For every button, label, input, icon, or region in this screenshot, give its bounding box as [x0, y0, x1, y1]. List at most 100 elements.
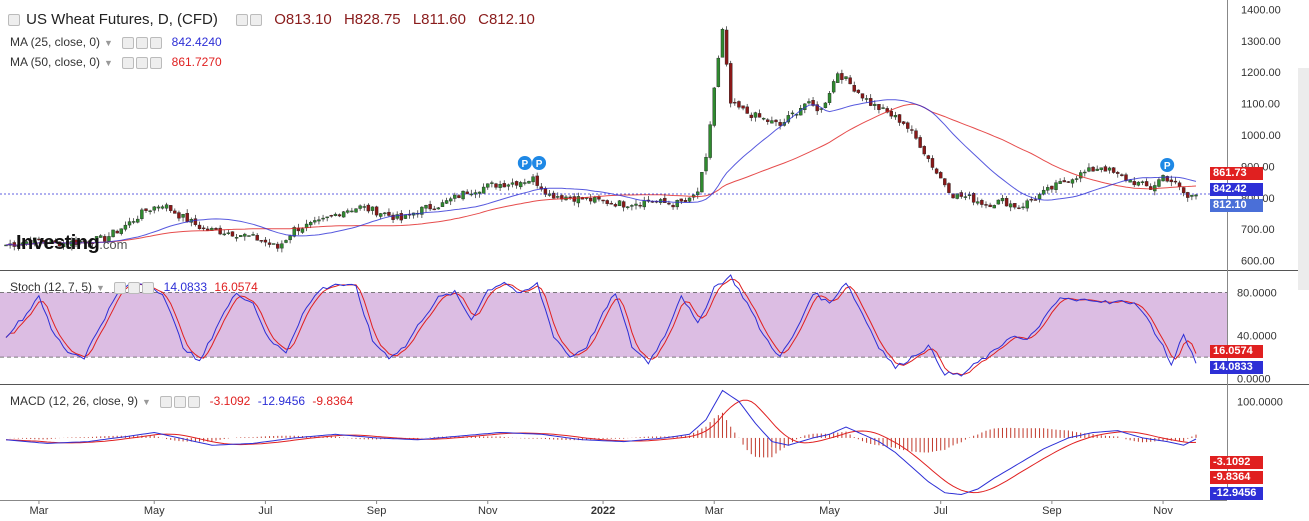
candle-body: [379, 213, 383, 217]
ma25-price-tag: 842.42: [1210, 183, 1263, 196]
candle-body: [1025, 200, 1029, 209]
eye-icon[interactable]: [122, 56, 135, 69]
candle-body: [234, 237, 239, 239]
candle-body: [428, 204, 432, 210]
macd-line: [5, 389, 1197, 496]
candle-body: [1186, 192, 1190, 198]
candle-body: [856, 89, 861, 93]
candle-body: [395, 214, 399, 219]
candle-body: [449, 198, 453, 202]
candle-body: [247, 235, 251, 237]
candle-body: [57, 241, 62, 247]
event-marker-label: P: [521, 159, 528, 170]
price-tick-label: 1100.00: [1241, 99, 1280, 111]
candle-body: [852, 85, 856, 92]
candle-body: [74, 239, 78, 245]
candle-body: [613, 204, 618, 207]
time-tick-label: Nov: [1153, 505, 1173, 517]
candle-body: [572, 196, 576, 202]
eye-icon[interactable]: [114, 281, 127, 294]
candle-body: [1054, 182, 1058, 190]
close-icon[interactable]: [150, 36, 163, 49]
candle-body: [527, 181, 531, 184]
chevron-down-icon[interactable]: ▼: [104, 57, 113, 68]
candle-body: [1070, 179, 1075, 184]
candle-body: [387, 211, 391, 216]
candle-body: [823, 102, 828, 108]
candle-body: [539, 186, 543, 190]
candle-body: [1177, 182, 1182, 187]
candle-body: [1091, 166, 1095, 172]
candle-body: [300, 228, 305, 233]
candle-body: [704, 157, 708, 172]
candle-body: [844, 76, 848, 79]
candle-body: [1074, 178, 1079, 180]
candle-body: [453, 194, 457, 199]
macd-signal-value: -12.9456: [257, 394, 306, 408]
time-tick-label: May: [819, 505, 840, 517]
close-icon[interactable]: [142, 281, 155, 294]
candle-body: [201, 227, 206, 230]
candle-body: [424, 205, 428, 209]
candle-body: [214, 228, 218, 230]
candles-group: [4, 26, 1198, 253]
stoch-d-tag: 16.0574: [1210, 345, 1263, 358]
eye-icon[interactable]: [160, 395, 173, 408]
candle-body: [82, 240, 86, 243]
event-marker-p: [1160, 158, 1175, 172]
last-price-tag: 812.10: [1210, 199, 1263, 212]
candle-body: [354, 208, 358, 213]
candle-body: [601, 199, 605, 202]
candle-body: [144, 208, 148, 211]
macd-histogram-group: [9, 412, 1197, 458]
candle-body: [222, 233, 226, 236]
stoch-legend: Stoch (12, 7, 5) ▼ 14.0833 16.0574: [10, 280, 258, 294]
chevron-down-icon[interactable]: ▼: [142, 396, 151, 407]
ohlc-low: L811.60: [412, 11, 466, 28]
candle-body: [1116, 172, 1120, 174]
candle-body: [514, 181, 519, 186]
collapse-icon[interactable]: [8, 14, 20, 27]
candle-body: [757, 113, 762, 118]
candle-body: [288, 235, 292, 241]
ohlc-open: O813.10: [274, 11, 332, 28]
candle-body: [630, 205, 634, 207]
candle-body: [1165, 176, 1169, 182]
candle-body: [181, 214, 185, 218]
settings-icon[interactable]: [128, 281, 141, 294]
stoch-k-tag: 14.0833: [1210, 361, 1263, 374]
candle-body: [741, 105, 745, 109]
candle-body: [440, 202, 445, 207]
candle-body: [811, 100, 815, 106]
settings-icon[interactable]: [174, 395, 187, 408]
candle-body: [37, 238, 41, 241]
candle-body: [947, 183, 951, 193]
price-tick-label: 1200.00: [1241, 67, 1281, 79]
candle-body: [831, 81, 836, 93]
eye-icon[interactable]: [236, 14, 249, 27]
scrollbar: [1298, 68, 1309, 290]
candle-body: [910, 129, 914, 131]
candle-body: [41, 240, 45, 242]
candle-body: [724, 29, 729, 65]
candle-body: [399, 213, 403, 221]
macd-legend: MACD (12, 26, close, 9) ▼ -3.1092 -12.945…: [10, 394, 353, 408]
close-icon[interactable]: [188, 395, 201, 408]
candle-body: [251, 234, 255, 236]
chevron-down-icon[interactable]: ▼: [96, 282, 105, 293]
settings-icon[interactable]: [136, 36, 149, 49]
settings-icon[interactable]: [250, 14, 263, 27]
candle-body: [634, 203, 638, 206]
stoch-tick-label: 40.0000: [1237, 331, 1277, 343]
chevron-down-icon[interactable]: ▼: [104, 37, 113, 48]
price-tick-label: 1300.00: [1241, 36, 1281, 48]
settings-icon[interactable]: [136, 56, 149, 69]
close-icon[interactable]: [150, 56, 163, 69]
candle-body: [366, 204, 371, 212]
candle-body: [1161, 175, 1165, 182]
time-tick-label: Sep: [367, 505, 387, 517]
candle-body: [683, 200, 688, 202]
eye-icon[interactable]: [122, 36, 135, 49]
candle-body: [967, 194, 972, 196]
